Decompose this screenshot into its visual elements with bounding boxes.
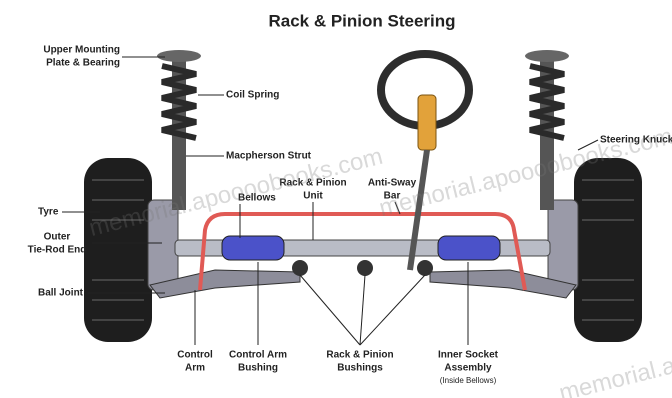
label: Rack & Pinion (326, 350, 393, 361)
label: Bar (384, 191, 401, 202)
label: Ball Joint (38, 288, 84, 299)
leader-line (359, 274, 426, 346)
right-bellows (437, 235, 501, 261)
leader-line (299, 274, 361, 346)
label: Unit (303, 191, 323, 202)
left-tyre (84, 158, 152, 342)
right-control-arm (429, 269, 577, 299)
label: Arm (185, 363, 205, 374)
steering-shaft (407, 149, 430, 271)
right-tyre (574, 158, 642, 342)
labels: Upper Mounting Plate & Bearing Coil Spring… (28, 45, 672, 385)
label: Bellows (238, 193, 276, 204)
left-mount (157, 50, 201, 62)
leader-line (394, 201, 401, 215)
anti-sway-bar (198, 212, 527, 291)
label: Bushing (238, 363, 278, 374)
illustration (84, 50, 642, 342)
label: Anti-Sway (368, 178, 417, 189)
left-control-arm (149, 269, 301, 299)
label: Assembly (444, 363, 492, 374)
steering-column (417, 94, 437, 151)
leader-line (359, 274, 366, 346)
label: Inner Socket (438, 350, 499, 361)
label: Coil Spring (226, 90, 279, 101)
label: Upper Mounting (43, 45, 120, 56)
label: Tie-Rod End (28, 245, 87, 256)
label: Control Arm (229, 350, 287, 361)
label: Rack & Pinion (279, 178, 346, 189)
left-spring (161, 63, 197, 141)
bushing (357, 260, 373, 276)
right-knuckle (547, 199, 579, 291)
label: Plate & Bearing (46, 58, 120, 69)
right-spring (529, 63, 565, 141)
title: Rack & Pinion Steering (268, 11, 455, 30)
left-bellows (221, 235, 285, 261)
leader-line (577, 139, 599, 151)
label: Tyre (38, 207, 59, 218)
label: Bushings (337, 363, 383, 374)
bushing (417, 260, 433, 276)
bushing (292, 260, 308, 276)
label: Outer (44, 232, 71, 243)
tread (92, 179, 634, 321)
right-mount (525, 50, 569, 62)
label: Control (177, 350, 213, 361)
label: Steering Knuckle (600, 135, 672, 146)
label: Macpherson Strut (226, 151, 312, 162)
label: (Inside Bellows) (440, 376, 497, 385)
